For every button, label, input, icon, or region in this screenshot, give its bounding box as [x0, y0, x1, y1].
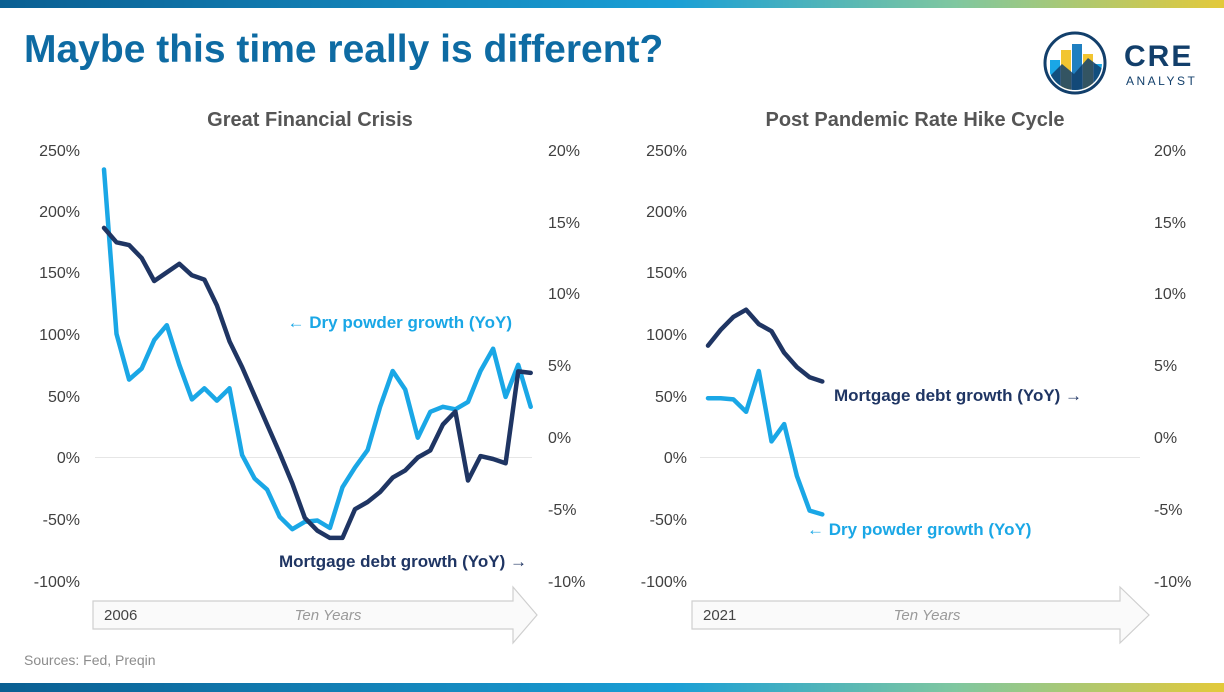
right-axis-tick-label: 10%: [1154, 286, 1186, 303]
right-axis-tick-label: -10%: [1154, 574, 1191, 591]
left-axis-tick-label: 0%: [57, 450, 80, 467]
left-axis-tick-label: 0%: [664, 450, 687, 467]
right-axis-tick-label: -5%: [548, 502, 576, 519]
mortgage-debt-series-label: Mortgage debt growth (YoY) →: [279, 552, 527, 571]
timeline-span-label: Ten Years: [894, 607, 961, 624]
left-axis-tick-label: 250%: [646, 143, 687, 160]
chart-title: Post Pandemic Rate Hike Cycle: [765, 109, 1064, 131]
chart-panel-2: Post Pandemic Rate Hike Cycle 250% 200% 150…: [641, 109, 1191, 645]
logo-analyst-text: ANALYST: [1126, 74, 1198, 88]
left-axis-tick-label: 50%: [48, 389, 80, 406]
right-axis-tick-label: -5%: [1154, 502, 1182, 519]
right-axis-tick-label: -10%: [548, 574, 585, 591]
page-title: Maybe this time really is different?: [24, 28, 664, 71]
left-axis-tick-label: -50%: [650, 512, 687, 529]
right-axis-tick-label: 15%: [1154, 215, 1186, 232]
left-axis-tick-label: 150%: [646, 265, 687, 282]
dry-powder-series-line: [101, 167, 533, 532]
timeline-arrow: [92, 585, 538, 645]
right-axis-tick-label: 0%: [548, 430, 571, 447]
right-axis-tick-label: 5%: [1154, 358, 1177, 375]
right-axis-tick-label: 10%: [548, 286, 580, 303]
left-axis-tick-label: 50%: [655, 389, 687, 406]
timeline-start-label: 2021: [703, 607, 736, 624]
logo-cre-text: CRE: [1124, 40, 1194, 73]
dry-powder-series-line: [705, 368, 825, 517]
cre-analyst-logo: CRE ANALYST: [1042, 30, 1202, 96]
left-axis-tick-label: -50%: [43, 512, 80, 529]
right-axis-tick-label: 5%: [548, 358, 571, 375]
dry-powder-series-label: ← Dry powder growth (YoY): [288, 313, 512, 332]
left-axis-tick-label: 200%: [646, 204, 687, 221]
chart-panel-1: Great Financial Crisis 250% 200% 150% 100% 50…: [34, 109, 585, 645]
mortgage-debt-series-line: [705, 307, 825, 384]
left-axis-tick-label: -100%: [641, 574, 687, 591]
right-axis-tick-label: 15%: [548, 215, 580, 232]
chart-title: Great Financial Crisis: [207, 109, 413, 131]
dry-powder-series-label: ← Dry powder growth (YoY): [807, 520, 1031, 539]
right-axis-tick-label: 20%: [1154, 143, 1186, 160]
left-axis-tick-label: -100%: [34, 574, 80, 591]
right-axis-tick-label: 0%: [1154, 430, 1177, 447]
left-axis-tick-label: 150%: [39, 265, 80, 282]
left-axis-tick-label: 200%: [39, 204, 80, 221]
timeline-arrow: [691, 585, 1150, 645]
top-accent-bar: [0, 0, 1224, 8]
timeline-span-label: Ten Years: [295, 607, 362, 624]
timeline-start-label: 2006: [104, 607, 137, 624]
logo-emblem-icon: [1043, 31, 1107, 95]
right-axis-tick-label: 20%: [548, 143, 580, 160]
bottom-accent-bar: [0, 683, 1224, 692]
left-axis-tick-label: 100%: [646, 327, 687, 344]
left-axis-tick-label: 100%: [39, 327, 80, 344]
left-axis-tick-label: 250%: [39, 143, 80, 160]
mortgage-debt-series-line: [101, 225, 533, 541]
sources-note: Sources: Fed, Preqin: [24, 652, 156, 668]
mortgage-debt-series-label: Mortgage debt growth (YoY) →: [834, 386, 1082, 405]
